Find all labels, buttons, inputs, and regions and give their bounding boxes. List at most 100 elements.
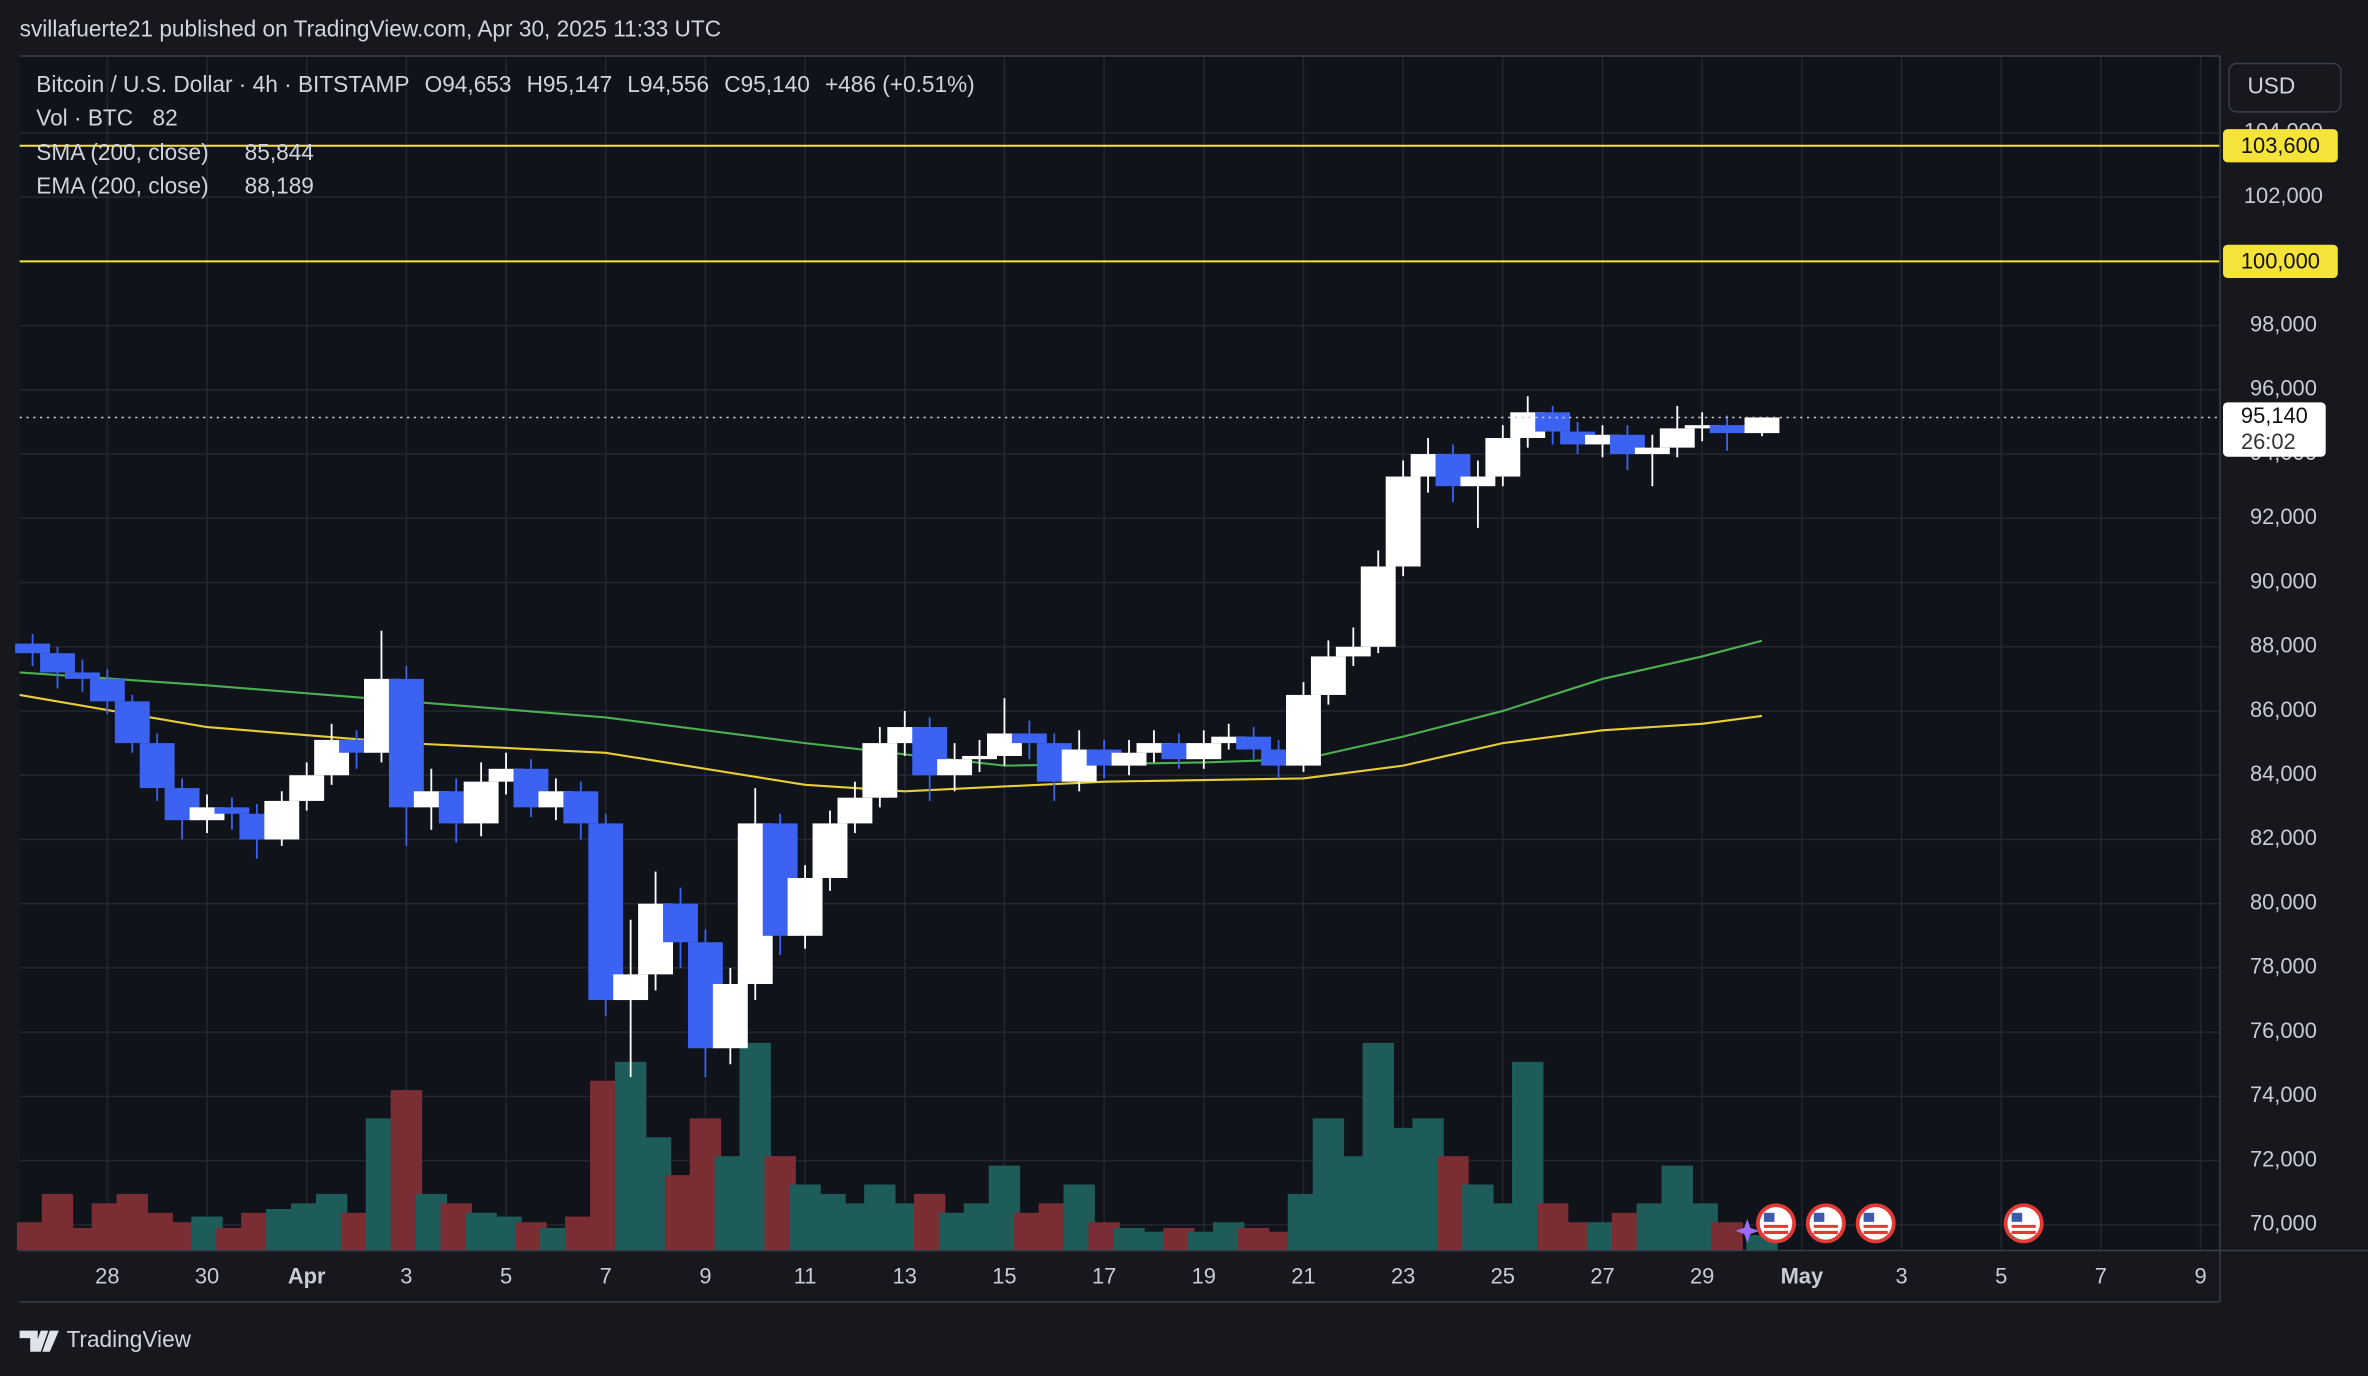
x-tick-label: 15 bbox=[992, 1264, 1016, 1289]
candle-body bbox=[1535, 412, 1571, 432]
candle-body bbox=[264, 800, 300, 840]
y-tick-label: 82,000 bbox=[2250, 825, 2317, 850]
volume-bar bbox=[1138, 1231, 1170, 1251]
ohlc-value: 95,147 bbox=[543, 71, 612, 97]
x-tick-label: 27 bbox=[1590, 1264, 1614, 1289]
candle-body bbox=[837, 797, 873, 824]
x-tick-label: May bbox=[1781, 1264, 1824, 1289]
ohlc-key: O bbox=[425, 71, 443, 97]
candle-body bbox=[1360, 566, 1396, 647]
y-tick-label: 102,000 bbox=[2244, 183, 2323, 208]
candle-body bbox=[962, 755, 997, 760]
candle-body bbox=[563, 791, 599, 824]
y-tick-label: 92,000 bbox=[2250, 504, 2317, 529]
currency[interactable]: USD bbox=[2247, 73, 2295, 99]
candle-body bbox=[1634, 447, 1670, 455]
brand-logo bbox=[19, 1330, 59, 1352]
candle-body bbox=[1709, 425, 1745, 434]
flag bbox=[1805, 1203, 1846, 1244]
published-note: svillafuerte21 published on TradingView.… bbox=[20, 15, 721, 41]
x-tick-label: 7 bbox=[600, 1264, 612, 1289]
volume-bar bbox=[1163, 1227, 1195, 1251]
volume-bar bbox=[66, 1227, 99, 1251]
ohlc-key: L bbox=[627, 71, 640, 97]
level-label: 103,600 bbox=[2241, 133, 2320, 158]
candle-body bbox=[1385, 476, 1421, 567]
ohlc-key: H bbox=[527, 71, 543, 97]
y-tick-label: 74,000 bbox=[2250, 1082, 2317, 1107]
candle-body bbox=[1186, 743, 1222, 760]
volume-bar bbox=[1237, 1227, 1270, 1251]
ema-value: 88,189 bbox=[245, 172, 314, 198]
y-tick-label: 98,000 bbox=[2250, 311, 2317, 336]
flag bbox=[1755, 1203, 1797, 1244]
y-tick-label: 80,000 bbox=[2250, 889, 2317, 914]
y-tick-label: 70,000 bbox=[2250, 1211, 2317, 1236]
x-tick-label: 28 bbox=[95, 1264, 119, 1289]
x-tick-label: 25 bbox=[1491, 1264, 1515, 1289]
y-tick-label: 72,000 bbox=[2250, 1146, 2317, 1171]
x-tick-label: 17 bbox=[1092, 1264, 1116, 1289]
candle-body bbox=[114, 701, 150, 744]
x-tick-label: 5 bbox=[500, 1264, 512, 1289]
legend-main: Bitcoin / U.S. Dollar · 4h · BITSTAMP O94… bbox=[36, 71, 974, 97]
y-tick-label: 90,000 bbox=[2250, 568, 2317, 593]
volume-bar bbox=[1188, 1231, 1220, 1251]
candle-body bbox=[1659, 428, 1695, 448]
ohlc-value: 95,140 bbox=[741, 71, 810, 97]
level-label-bg bbox=[2223, 244, 2338, 278]
candle-body bbox=[1485, 438, 1521, 477]
y-tick-label: 96,000 bbox=[2250, 376, 2317, 401]
volume-value: 82 bbox=[153, 104, 178, 130]
currency-button[interactable] bbox=[2228, 62, 2342, 113]
countdown: 26:02 bbox=[2241, 429, 2296, 454]
y-tick-label: 86,000 bbox=[2250, 697, 2317, 722]
y-tick-label: 84,000 bbox=[2250, 761, 2317, 786]
last-price-bg bbox=[2223, 402, 2326, 457]
legend: Bitcoin / U.S. Dollar · 4h · BITSTAMP O94… bbox=[36, 71, 974, 198]
candle-body bbox=[663, 903, 698, 943]
event-star bbox=[1735, 1218, 1760, 1243]
flag bbox=[1855, 1203, 1896, 1244]
x-tick-label: 19 bbox=[1192, 1264, 1216, 1289]
volume-bar bbox=[1113, 1227, 1145, 1251]
x-tick-label: 5 bbox=[1995, 1264, 2007, 1289]
candle-body bbox=[40, 653, 75, 673]
symbol: Bitcoin / U.S. Dollar · 4h · BITSTAMP bbox=[36, 71, 409, 97]
level-label: 100,000 bbox=[2241, 249, 2320, 274]
candle-body bbox=[712, 983, 748, 1049]
last-price-label: 95,140 bbox=[2241, 403, 2308, 428]
volume-bar bbox=[1262, 1231, 1295, 1251]
candle-body bbox=[862, 743, 898, 798]
candle-body bbox=[1211, 736, 1247, 744]
y-tick-label: 88,000 bbox=[2250, 633, 2317, 658]
x-tick-label: 29 bbox=[1690, 1264, 1714, 1289]
x-tick-label: 11 bbox=[794, 1264, 817, 1289]
x-tick-label: 13 bbox=[893, 1264, 917, 1289]
candle-body bbox=[1111, 752, 1147, 766]
candle-body bbox=[1011, 733, 1047, 744]
candle-body bbox=[812, 823, 848, 879]
change: +486 (+0.51%) bbox=[825, 71, 975, 97]
candle-body bbox=[289, 775, 325, 801]
ohlc-key: C bbox=[724, 71, 740, 97]
candle-body bbox=[463, 781, 499, 824]
x-tick-label: 21 bbox=[1291, 1264, 1315, 1289]
candle-body bbox=[1286, 694, 1321, 766]
candle-body bbox=[1310, 656, 1346, 695]
candle-body bbox=[937, 759, 973, 776]
candle-body bbox=[1744, 417, 1780, 434]
candle-body bbox=[613, 974, 649, 1001]
volume-bar bbox=[1711, 1222, 1743, 1251]
sma-value: 85,844 bbox=[245, 139, 314, 165]
candle-body bbox=[1236, 736, 1272, 750]
x-tick-label: 7 bbox=[2095, 1264, 2107, 1289]
event-flags bbox=[1735, 1203, 2044, 1244]
ohlc-value: 94,556 bbox=[640, 71, 709, 97]
candle-body bbox=[89, 678, 125, 702]
x-tick-label: 9 bbox=[699, 1264, 711, 1289]
x-tick-label: 23 bbox=[1391, 1264, 1415, 1289]
candle-body bbox=[139, 743, 175, 789]
ohlc-value: 94,653 bbox=[442, 71, 511, 97]
